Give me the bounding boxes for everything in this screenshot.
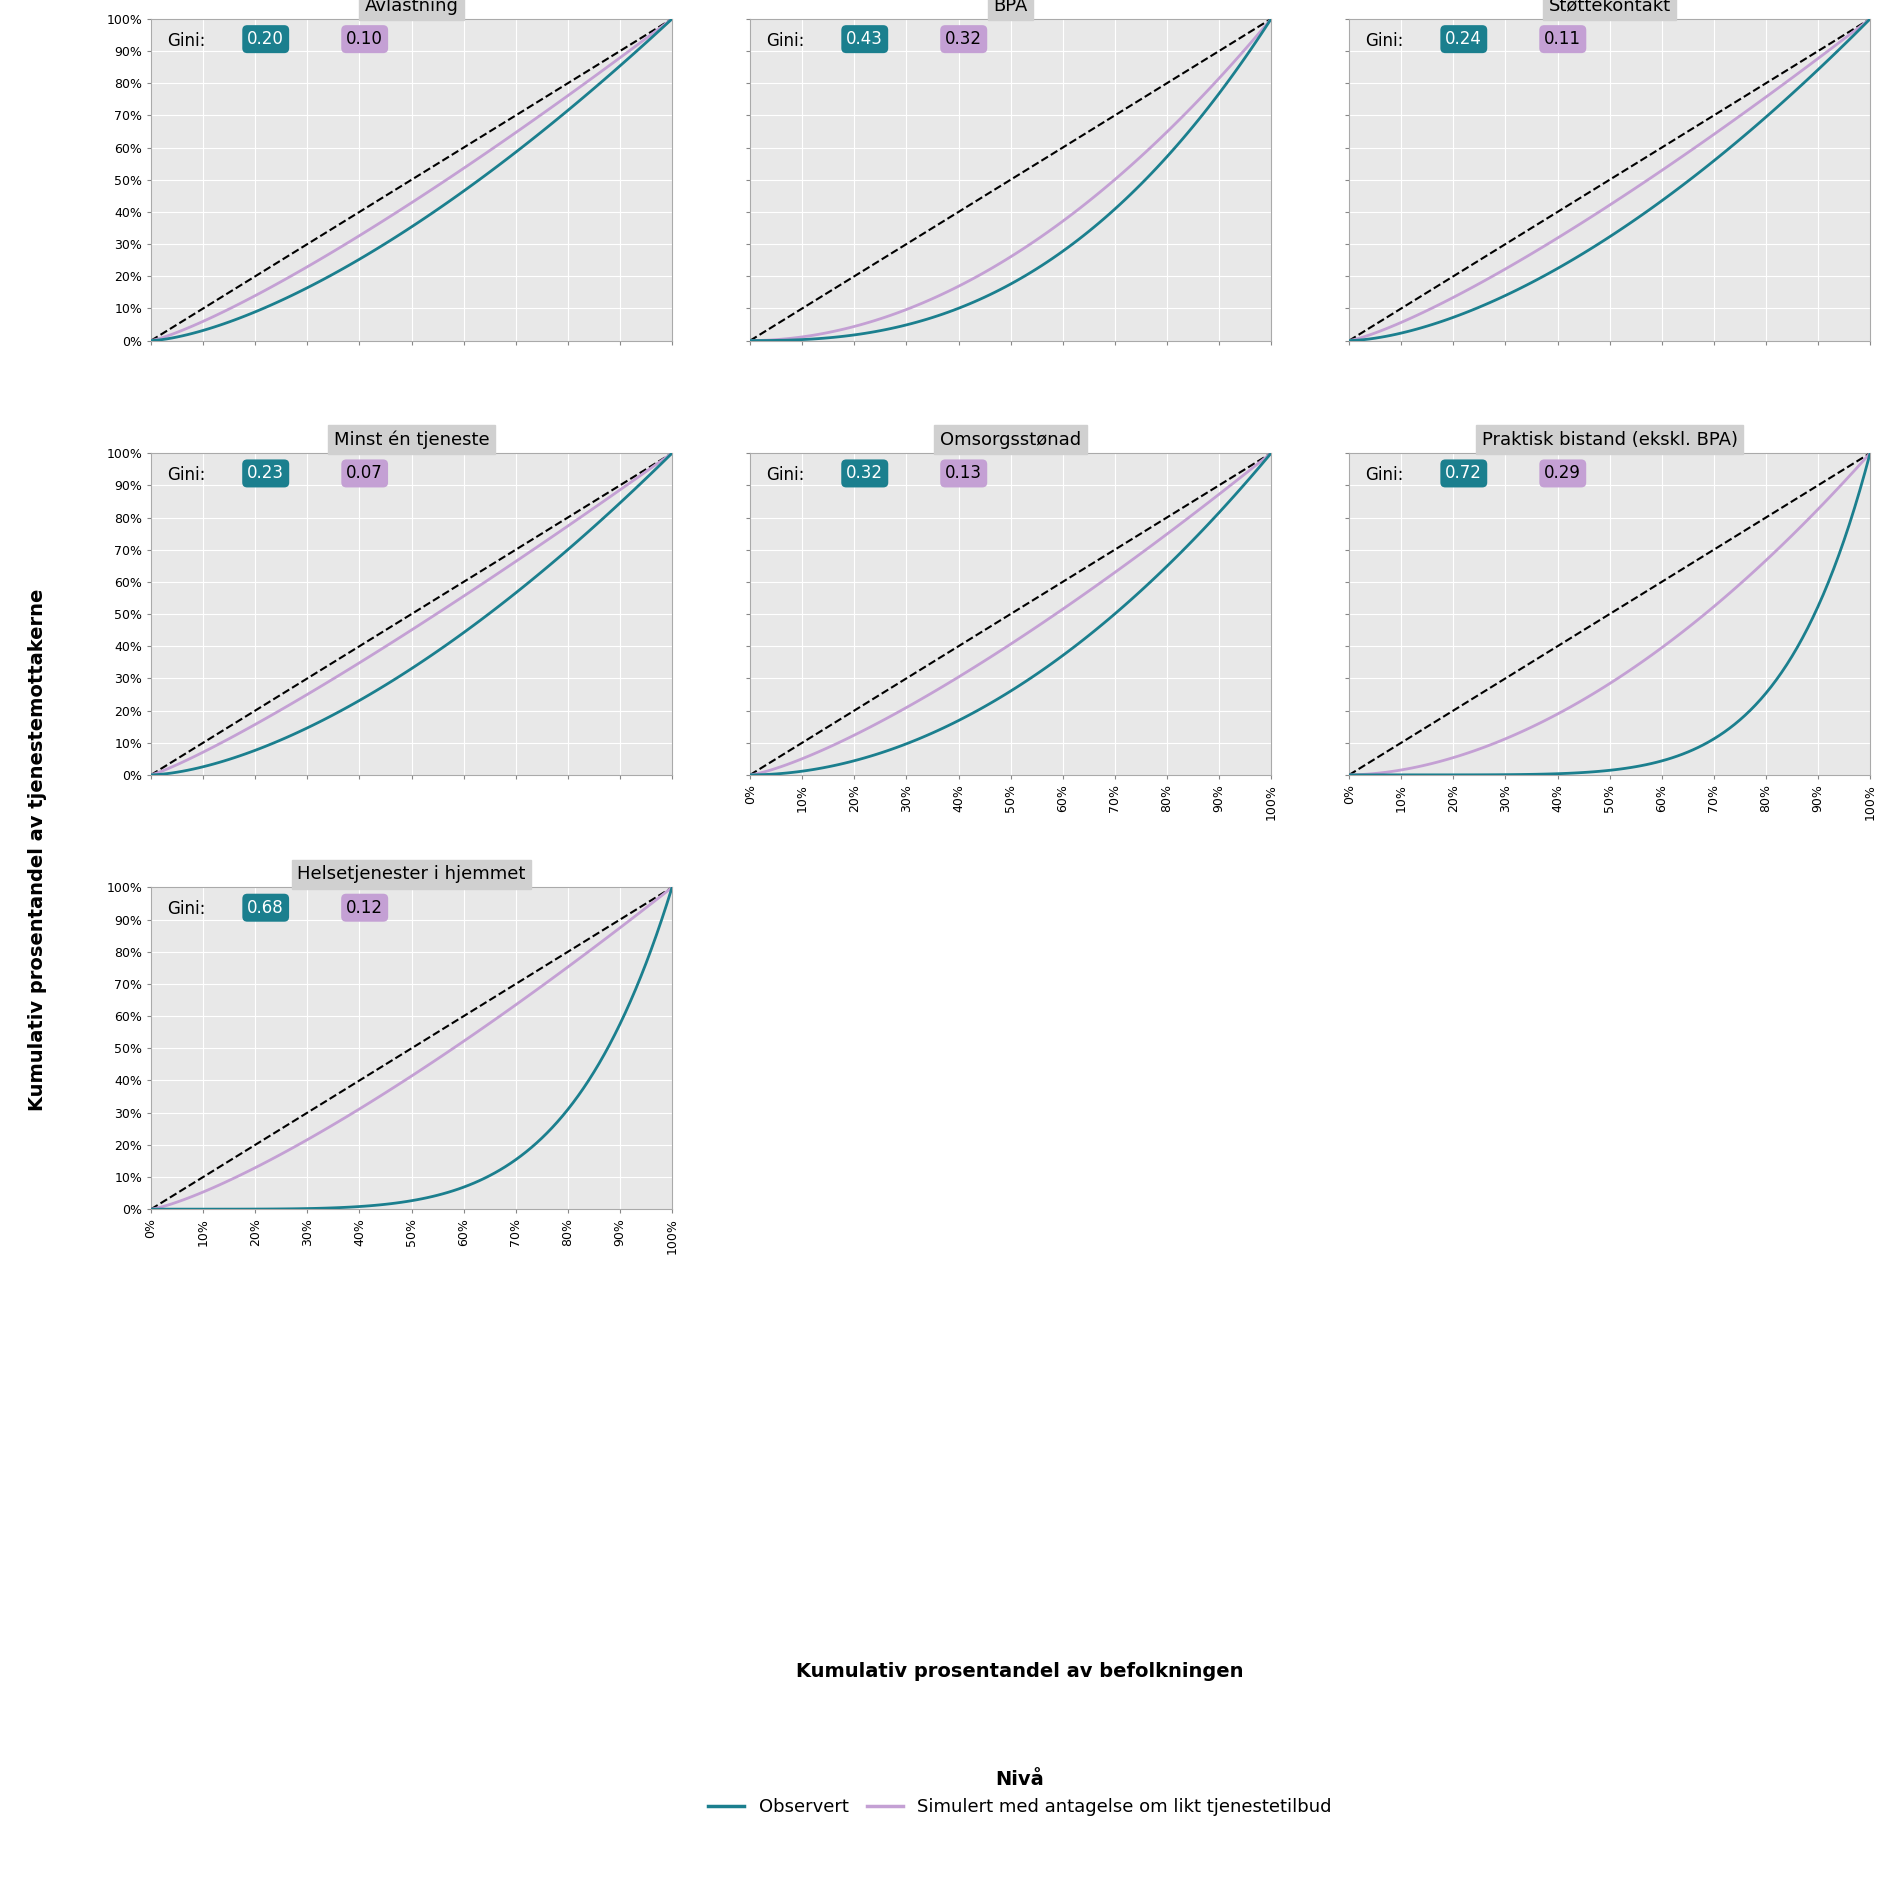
Text: 0.13: 0.13 bbox=[944, 465, 982, 482]
Text: 0.11: 0.11 bbox=[1545, 30, 1581, 47]
Text: Kumulativ prosentandel av befolkningen: Kumulativ prosentandel av befolkningen bbox=[797, 1662, 1243, 1681]
Title: Minst én tjeneste: Minst én tjeneste bbox=[334, 431, 489, 450]
Text: Gini:: Gini: bbox=[1366, 467, 1404, 484]
Legend: Observert, Simulert med antagelse om likt tjenestetilbud: Observert, Simulert med antagelse om lik… bbox=[701, 1762, 1339, 1823]
Text: 0.43: 0.43 bbox=[846, 30, 884, 47]
Text: 0.24: 0.24 bbox=[1445, 30, 1483, 47]
Text: Gini:: Gini: bbox=[765, 467, 805, 484]
Text: 0.32: 0.32 bbox=[846, 465, 884, 482]
Title: Helsetjenester i hjemmet: Helsetjenester i hjemmet bbox=[297, 865, 525, 884]
Text: 0.07: 0.07 bbox=[346, 465, 383, 482]
Text: Gini:: Gini: bbox=[166, 467, 206, 484]
Text: 0.72: 0.72 bbox=[1445, 465, 1483, 482]
Text: Gini:: Gini: bbox=[1366, 32, 1404, 49]
Text: 0.20: 0.20 bbox=[247, 30, 283, 47]
Text: 0.23: 0.23 bbox=[247, 465, 283, 482]
Text: 0.68: 0.68 bbox=[247, 899, 283, 916]
Text: Gini:: Gini: bbox=[166, 32, 206, 49]
Text: 0.12: 0.12 bbox=[346, 899, 383, 916]
Title: Praktisk bistand (ekskl. BPA): Praktisk bistand (ekskl. BPA) bbox=[1481, 431, 1738, 450]
Text: 0.32: 0.32 bbox=[944, 30, 982, 47]
Title: BPA: BPA bbox=[994, 0, 1028, 15]
Title: Støttekontakt: Støttekontakt bbox=[1549, 0, 1670, 15]
Title: Avlastning: Avlastning bbox=[365, 0, 459, 15]
Text: 0.10: 0.10 bbox=[346, 30, 383, 47]
Text: 0.29: 0.29 bbox=[1545, 465, 1581, 482]
Text: Kumulativ prosentandel av tjenestemottakerne: Kumulativ prosentandel av tjenestemottak… bbox=[28, 589, 47, 1111]
Text: Gini:: Gini: bbox=[765, 32, 805, 49]
Title: Omsorgsstønad: Omsorgsstønad bbox=[941, 431, 1081, 450]
Text: Gini:: Gini: bbox=[166, 901, 206, 918]
